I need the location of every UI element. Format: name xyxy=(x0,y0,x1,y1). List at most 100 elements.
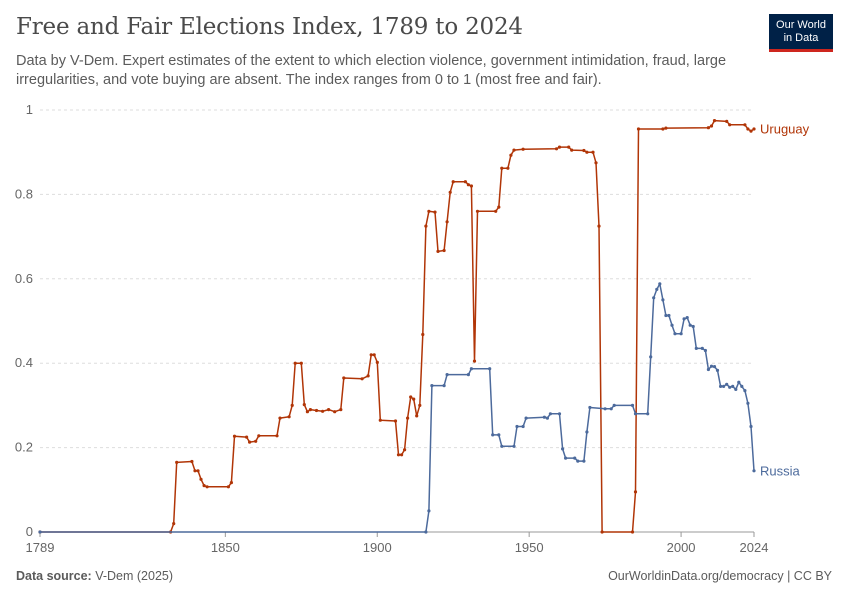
data-point-russia xyxy=(734,387,738,391)
data-point-uruguay xyxy=(582,148,586,153)
data-point-russia xyxy=(658,282,662,286)
data-point-uruguay xyxy=(506,166,510,170)
x-tick-label: 2024 xyxy=(740,540,769,555)
chart-title: Free and Fair Elections Index, 1789 to 2… xyxy=(16,14,523,40)
data-point-russia xyxy=(430,384,434,388)
owid-logo[interactable]: Our World in Data xyxy=(769,14,833,52)
logo-line-1: Our World xyxy=(776,19,826,31)
data-point-uruguay xyxy=(202,484,206,488)
data-point-russia xyxy=(564,456,568,460)
data-point-uruguay xyxy=(472,359,477,363)
data-point-russia xyxy=(743,389,747,393)
data-point-russia xyxy=(752,469,756,473)
data-point-russia xyxy=(609,407,613,411)
data-point-russia xyxy=(427,509,431,513)
data-point-russia xyxy=(488,367,492,371)
data-point-uruguay xyxy=(378,418,382,422)
data-point-uruguay xyxy=(500,166,504,170)
data-point-uruguay xyxy=(509,153,513,157)
data-point-russia xyxy=(694,346,698,350)
data-point-uruguay xyxy=(709,124,714,128)
data-point-russia xyxy=(685,316,689,320)
data-point-uruguay xyxy=(372,353,376,357)
data-point-uruguay xyxy=(749,129,753,133)
data-point-russia xyxy=(719,384,723,388)
data-point-uruguay xyxy=(278,416,282,420)
data-point-russia xyxy=(630,403,635,407)
data-point-uruguay xyxy=(254,439,258,443)
chart-subtitle: Data by V-Dem. Expert estimates of the e… xyxy=(16,53,727,88)
data-point-uruguay xyxy=(333,410,337,414)
data-point-uruguay xyxy=(633,490,638,494)
data-point-russia xyxy=(573,456,577,460)
data-point-uruguay xyxy=(302,403,306,407)
data-point-uruguay xyxy=(743,123,747,127)
data-point-uruguay xyxy=(299,361,303,365)
data-point-russia xyxy=(561,447,565,451)
data-point-russia xyxy=(679,332,683,336)
data-point-uruguay xyxy=(314,408,319,413)
data-point-russia xyxy=(603,407,607,411)
data-point-russia xyxy=(722,384,726,388)
data-point-russia xyxy=(515,424,519,429)
data-point-uruguay xyxy=(664,126,668,130)
x-tick-label: 1900 xyxy=(363,540,392,555)
y-tick-label: 0.4 xyxy=(15,355,33,370)
data-point-uruguay xyxy=(400,453,404,457)
data-point-russia xyxy=(585,430,589,434)
data-point-uruguay xyxy=(305,410,309,414)
data-point-uruguay xyxy=(393,419,398,423)
data-point-uruguay xyxy=(557,145,562,149)
data-point-russia xyxy=(664,313,668,318)
data-source-label: Data source: xyxy=(16,569,92,583)
data-point-russia xyxy=(469,367,473,371)
data-point-uruguay xyxy=(636,127,641,131)
data-point-uruguay xyxy=(342,376,346,380)
data-point-russia xyxy=(612,403,616,407)
data-point-uruguay xyxy=(366,374,370,378)
data-point-uruguay xyxy=(521,147,525,151)
data-point-uruguay xyxy=(448,190,452,194)
y-tick-label: 0.8 xyxy=(15,186,33,201)
data-point-russia xyxy=(649,355,653,359)
data-point-uruguay xyxy=(412,397,416,401)
series-line-russia xyxy=(40,283,755,533)
data-point-uruguay xyxy=(190,459,194,464)
data-point-russia xyxy=(728,385,732,389)
data-point-uruguay xyxy=(287,415,291,419)
data-point-uruguay xyxy=(597,224,601,228)
data-point-russia xyxy=(576,459,580,463)
data-point-uruguay xyxy=(554,147,559,151)
data-point-uruguay xyxy=(475,209,480,213)
data-point-russia xyxy=(491,433,495,437)
data-point-russia xyxy=(557,412,562,416)
data-point-uruguay xyxy=(591,150,595,154)
data-point-uruguay xyxy=(728,123,732,127)
data-point-uruguay xyxy=(308,408,312,412)
data-point-uruguay xyxy=(205,485,209,489)
data-point-uruguay xyxy=(369,353,373,357)
data-point-uruguay xyxy=(199,477,203,481)
data-point-uruguay xyxy=(418,403,422,407)
data-point-russia xyxy=(746,401,750,405)
data-point-russia xyxy=(703,348,708,353)
data-point-russia xyxy=(521,424,525,429)
source-url[interactable]: OurWorldinData.org/democracy | CC BY xyxy=(608,569,832,583)
data-point-russia xyxy=(442,384,446,388)
data-point-uruguay xyxy=(746,127,750,131)
data-point-uruguay xyxy=(409,395,413,399)
data-point-russia xyxy=(524,416,528,420)
data-point-russia xyxy=(673,332,677,336)
logo-accent-bar xyxy=(769,49,833,52)
data-point-uruguay xyxy=(172,522,176,526)
data-point-uruguay xyxy=(630,530,635,534)
data-point-uruguay xyxy=(229,481,233,485)
y-tick-label: 1 xyxy=(26,102,33,117)
data-point-russia xyxy=(670,323,674,327)
data-point-uruguay xyxy=(497,205,501,209)
data-point-uruguay xyxy=(427,209,431,213)
data-point-russia xyxy=(667,313,671,318)
data-source-link[interactable]: V-Dem (2025) xyxy=(95,569,174,583)
data-point-russia xyxy=(655,287,659,291)
data-point-russia xyxy=(424,530,428,534)
